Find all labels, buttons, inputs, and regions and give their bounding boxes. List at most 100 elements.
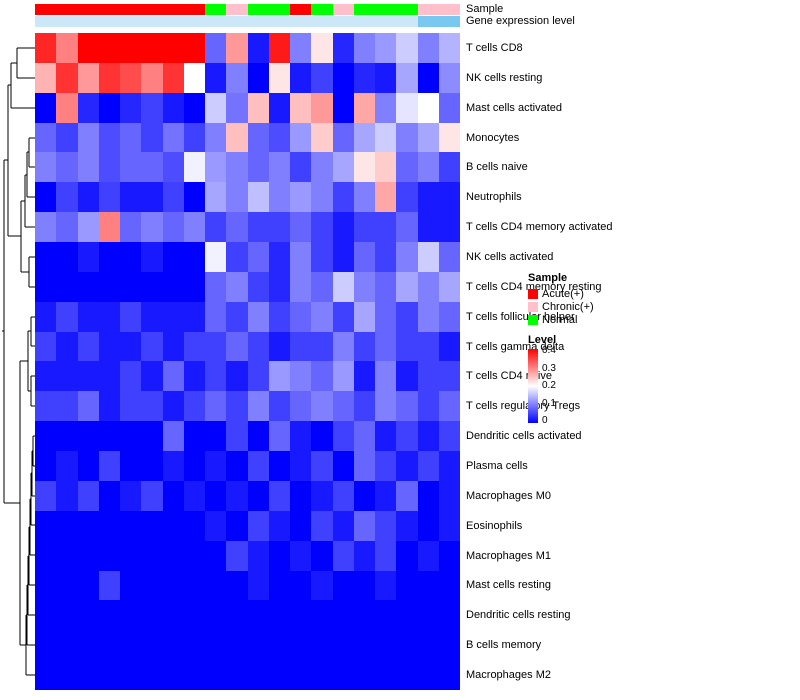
heatmap-cell [205, 630, 227, 661]
heatmap-cell [247, 212, 269, 243]
heatmap-cell [56, 301, 78, 332]
heatmap-cell [375, 421, 397, 452]
heatmap-cell [120, 570, 142, 601]
heatmap-cell [141, 391, 163, 422]
legend-color-swatch [528, 314, 538, 325]
heatmap-cell [98, 630, 120, 661]
sample-annotation-cell [290, 4, 312, 15]
heatmap-cell [417, 62, 439, 93]
heatmap-cell [311, 182, 333, 213]
heatmap-cell [35, 152, 57, 183]
sample-annotation-cell [120, 4, 142, 15]
heatmap-cell [290, 660, 312, 690]
heatmap-cell [375, 600, 397, 631]
gene-expression-annotation-cell [162, 16, 184, 27]
heatmap-cell [332, 331, 354, 362]
heatmap-cell [396, 480, 418, 511]
heatmap-cell [35, 271, 57, 302]
heatmap-cell [247, 660, 269, 690]
heatmap-cell [268, 152, 290, 183]
heatmap-cell [162, 331, 184, 362]
annotation-bar-gene-expression [35, 16, 460, 27]
sample-annotation-cell [332, 4, 354, 15]
heatmap-cell [56, 152, 78, 183]
heatmap-cell [247, 480, 269, 511]
heatmap-cell [438, 62, 460, 93]
heatmap-cell [35, 540, 57, 571]
heatmap-cell [162, 271, 184, 302]
heatmap-cell [353, 660, 375, 690]
heatmap-cell [35, 660, 57, 690]
heatmap-cell [417, 421, 439, 452]
heatmap-cell [290, 540, 312, 571]
heatmap-cell [311, 242, 333, 272]
heatmap-cell [290, 242, 312, 272]
heatmap-cell [311, 391, 333, 422]
heatmap-cell [56, 62, 78, 93]
heatmap-cell [98, 451, 120, 481]
heatmap-cell [56, 391, 78, 422]
heatmap-cell [438, 92, 460, 123]
heatmap-cell [332, 480, 354, 511]
heatmap-cell [311, 630, 333, 661]
heatmap-cell [120, 331, 142, 362]
heatmap-cell [353, 421, 375, 452]
heatmap-cell [438, 242, 460, 272]
heatmap-cell [141, 630, 163, 661]
heatmap-cell [77, 361, 99, 392]
row-dendrogram [2, 47, 35, 676]
heatmap-cell [311, 33, 333, 63]
heatmap-cell [141, 122, 163, 153]
heatmap-cell [120, 510, 142, 541]
heatmap-cell [98, 391, 120, 422]
heatmap-cell [120, 33, 142, 63]
heatmap-cell [438, 421, 460, 452]
heatmap-cell [205, 510, 227, 541]
heatmap-cell [183, 242, 205, 272]
heatmap-cell [332, 630, 354, 661]
heatmap-cell [183, 122, 205, 153]
heatmap-cell [417, 33, 439, 63]
heatmap-cell [438, 630, 460, 661]
heatmap-cell [396, 301, 418, 332]
heatmap-cell [162, 242, 184, 272]
heatmap-cell [417, 391, 439, 422]
heatmap-cell [226, 301, 248, 332]
heatmap-cell [35, 301, 57, 332]
heatmap-cell [353, 62, 375, 93]
sample-annotation-cell [438, 4, 460, 15]
heatmap-cell [353, 182, 375, 213]
heatmap-cell [417, 510, 439, 541]
heatmap-cell [162, 570, 184, 601]
heatmap-cell [353, 630, 375, 661]
heatmap-cell [141, 242, 163, 272]
heatmap-cell [417, 152, 439, 183]
heatmap-cell [396, 421, 418, 452]
row-labels: T cells CD8 NK cells resting Mast cells ac… [466, 33, 666, 690]
heatmap-cell [311, 600, 333, 631]
heatmap-cell [247, 271, 269, 302]
heatmap-cell [77, 122, 99, 153]
row-label: Mast cells activated [466, 101, 562, 114]
heatmap-cell [183, 62, 205, 93]
heatmap-cell [375, 391, 397, 422]
heatmap-cell [247, 62, 269, 93]
heatmap-cell [226, 361, 248, 392]
heatmap-cell [332, 451, 354, 481]
heatmap-cell [247, 182, 269, 213]
gene-expression-annotation-cell [353, 16, 375, 27]
heatmap-cell [77, 33, 99, 63]
heatmap-cell [353, 271, 375, 302]
legend-sample-entries: Acute(+) Chronic(+) Normal [528, 287, 594, 326]
heatmap-cell [353, 331, 375, 362]
annotation-bar-sample [35, 4, 460, 15]
level-tick-label: 0.3 [542, 362, 556, 374]
heatmap-cell [77, 92, 99, 123]
heatmap-cell [290, 421, 312, 452]
heatmap-cell [438, 182, 460, 213]
heatmap-cell [56, 480, 78, 511]
level-tick-label: 0.4 [542, 345, 556, 356]
row-label: Monocytes [466, 131, 520, 144]
heatmap-cell [332, 510, 354, 541]
legend-entry-label: Acute(+) [542, 287, 584, 300]
